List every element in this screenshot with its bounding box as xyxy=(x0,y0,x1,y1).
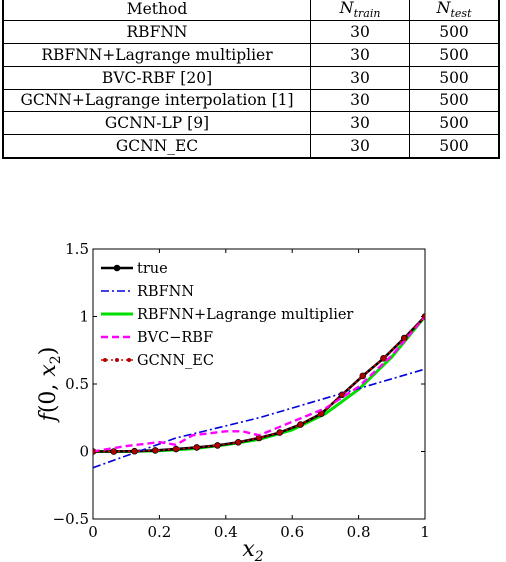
series-point-gcnn-ec xyxy=(235,439,241,445)
series-point-gcnn-ec xyxy=(93,448,96,455)
legend-marker xyxy=(113,264,121,272)
method-cell: RBFNN+Lagrange multiplier xyxy=(2,43,311,67)
table-row: GCNN-LP [9] 30 500 xyxy=(2,111,500,136)
series-line-rbfnn xyxy=(93,368,425,469)
ntrain-cell: 30 xyxy=(310,111,410,136)
legend-label: GCNN_EC xyxy=(137,353,214,369)
series-point-gcnn-ec xyxy=(152,447,158,454)
ntest-cell: 500 xyxy=(409,43,500,67)
y-axis-label: f(0, x2) xyxy=(36,347,64,424)
x-axis-label-sub: 2 xyxy=(254,549,264,562)
x-tick-label: 0.6 xyxy=(280,523,304,541)
ntrain-cell: 30 xyxy=(310,20,410,44)
series-point-gcnn-ec xyxy=(277,430,283,436)
series-point-gcnn-ec xyxy=(380,355,387,361)
legend-label: RBFNN+Lagrange multiplier xyxy=(137,307,353,323)
methods-table: Method Ntrain Ntest RBFNN 30 500 RBFNN+L… xyxy=(2,0,500,159)
header-ntest-sub: test xyxy=(450,7,472,21)
series-point-gcnn-ec xyxy=(173,446,179,452)
method-cell: RBFNN xyxy=(2,20,311,44)
ntrain-cell: 30 xyxy=(310,89,410,113)
legend: true RBFNN RBFNN+Lagrange multiplier BVC−RB… xyxy=(101,261,353,369)
x-tick-label: 0.8 xyxy=(347,523,371,541)
table-header-row: Method Ntrain Ntest xyxy=(2,0,500,22)
y-axis-label-x: x xyxy=(36,364,61,377)
header-ntest: Ntest xyxy=(409,0,500,22)
series-point-gcnn-ec xyxy=(256,435,262,441)
legend-marker xyxy=(115,358,119,362)
series-point-gcnn-ec xyxy=(339,392,345,398)
table-row: RBFNN+Lagrange multiplier 30 500 xyxy=(2,43,500,67)
series-point-gcnn-ec xyxy=(194,444,200,451)
method-cell: GCNN+Lagrange interpolation [1] xyxy=(2,89,311,113)
series-point-gcnn-ec xyxy=(111,448,117,455)
ntrain-cell: 30 xyxy=(310,43,410,67)
series-point-gcnn-ec xyxy=(401,335,407,341)
ntest-cell: 500 xyxy=(409,89,500,113)
x-tick-label: 0 xyxy=(88,523,98,541)
series-group xyxy=(93,313,425,469)
method-cell: BVC-RBF [20] xyxy=(2,66,311,90)
header-ntrain: Ntrain xyxy=(310,0,410,22)
y-axis-label-close: ) xyxy=(36,347,61,356)
legend-marker xyxy=(103,358,107,362)
header-ntrain-base: N xyxy=(339,0,354,17)
legend-label: true xyxy=(137,261,168,277)
header-method: Method xyxy=(2,0,311,22)
table-row: RBFNN 30 500 xyxy=(2,20,500,44)
table-row: GCNN+Lagrange interpolation [1] 30 500 xyxy=(2,89,500,113)
x-tick-label: 1 xyxy=(420,523,430,541)
ntrain-cell: 30 xyxy=(310,66,410,90)
series-line-bvc-rbf xyxy=(93,315,425,453)
series-point-gcnn-ec xyxy=(318,411,324,417)
ntrain-cell: 30 xyxy=(310,134,410,159)
series-point-gcnn-ec xyxy=(214,442,221,449)
legend-marker xyxy=(127,358,131,362)
table-row: BVC-RBF [20] 30 500 xyxy=(2,66,500,90)
method-cell: GCNN-LP [9] xyxy=(2,111,311,136)
y-tick-label: −0.5 xyxy=(53,510,89,528)
series-point-gcnn-ec xyxy=(131,448,138,454)
series-point-gcnn-ec xyxy=(297,421,304,428)
x-tick-label: 0.2 xyxy=(147,523,171,541)
ntest-cell: 500 xyxy=(409,66,500,90)
ntest-cell: 500 xyxy=(409,20,500,44)
ntest-cell: 500 xyxy=(409,134,500,159)
x-axis-label: x2 xyxy=(242,537,263,562)
y-axis-label-sub: 2 xyxy=(48,355,64,364)
y-tick-label: 1.5 xyxy=(65,240,89,258)
series-point-gcnn-ec xyxy=(422,313,425,320)
y-tick-label: 1 xyxy=(79,308,89,326)
header-ntrain-sub: train xyxy=(353,7,381,21)
legend-label: BVC−RBF xyxy=(137,330,213,346)
y-tick-label: 0.5 xyxy=(65,375,89,393)
method-cell: GCNN_EC xyxy=(2,134,311,159)
series-point-gcnn-ec xyxy=(360,373,366,379)
ntest-cell: 500 xyxy=(409,111,500,136)
header-ntest-base: N xyxy=(436,0,451,17)
legend-label: RBFNN xyxy=(137,284,194,300)
y-axis-label-args: (0, xyxy=(36,377,61,414)
y-tick-label: 0 xyxy=(79,443,89,461)
x-tick-label: 0.4 xyxy=(214,523,238,541)
table-row: GCNN_EC 30 500 xyxy=(2,134,500,159)
